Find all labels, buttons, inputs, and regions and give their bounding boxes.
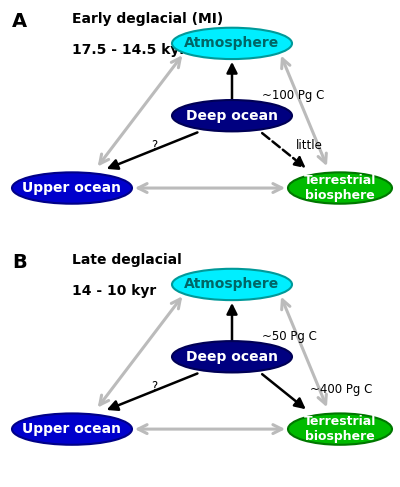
Text: ~50 Pg C: ~50 Pg C — [262, 330, 317, 343]
Ellipse shape — [172, 341, 292, 373]
Ellipse shape — [12, 172, 132, 204]
Text: 17.5 - 14.5 kyr: 17.5 - 14.5 kyr — [72, 43, 186, 57]
Text: Deep ocean: Deep ocean — [186, 109, 278, 123]
Text: Deep ocean: Deep ocean — [186, 350, 278, 364]
Text: 14 - 10 kyr: 14 - 10 kyr — [72, 284, 156, 299]
Ellipse shape — [288, 172, 392, 204]
Text: little: little — [296, 139, 323, 152]
Text: Upper ocean: Upper ocean — [22, 181, 122, 195]
Text: Terrestrial
biosphere: Terrestrial biosphere — [304, 415, 376, 443]
Text: Upper ocean: Upper ocean — [22, 422, 122, 436]
Text: ?: ? — [151, 380, 157, 393]
Text: Atmosphere: Atmosphere — [184, 37, 280, 50]
Text: ?: ? — [151, 139, 157, 152]
Ellipse shape — [172, 28, 292, 59]
Text: ~400 Pg C: ~400 Pg C — [310, 383, 372, 396]
Ellipse shape — [172, 269, 292, 300]
Ellipse shape — [172, 100, 292, 131]
Text: A: A — [12, 12, 27, 31]
Ellipse shape — [288, 413, 392, 445]
Text: Terrestrial
biosphere: Terrestrial biosphere — [304, 174, 376, 202]
Text: ~100 Pg C: ~100 Pg C — [262, 89, 324, 102]
Text: Atmosphere: Atmosphere — [184, 278, 280, 291]
Text: Early deglacial (MI): Early deglacial (MI) — [72, 12, 223, 26]
Text: Late deglacial: Late deglacial — [72, 253, 182, 267]
Ellipse shape — [12, 413, 132, 445]
Text: B: B — [12, 253, 27, 272]
